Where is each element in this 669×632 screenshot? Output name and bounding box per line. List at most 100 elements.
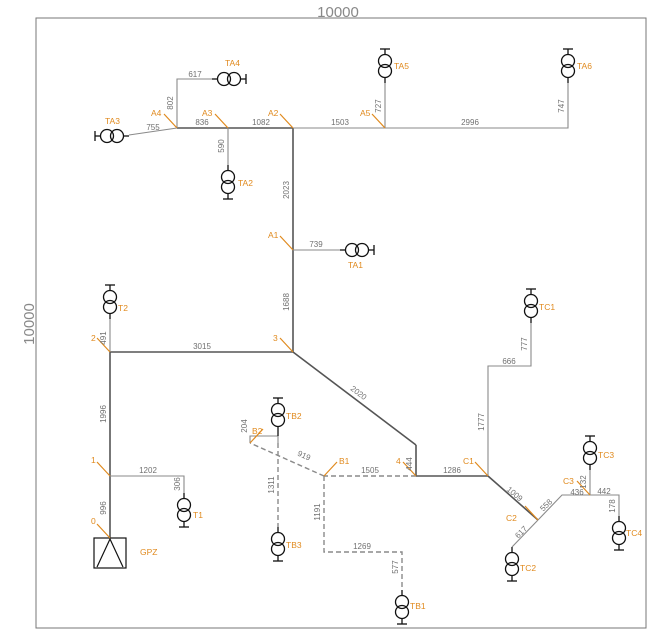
tick-B1 [323, 461, 338, 477]
transformer-TC1-icon [523, 288, 539, 323]
len-A4-TA4a: 802 [166, 96, 175, 110]
len-1-T1: 1202 [139, 466, 157, 475]
line-C2-C3 [537, 494, 590, 521]
line-B1-TB1 [323, 476, 403, 590]
line-A4-TA4 [176, 78, 212, 128]
len-3-A1: 1688 [282, 293, 291, 311]
tick-A2 [279, 113, 294, 129]
len-2-T2: 491 [99, 331, 108, 345]
len-B1-TB1c: 577 [391, 560, 400, 574]
node-label-C1: C1 [463, 456, 474, 466]
len-C2-C3: 558 [538, 497, 554, 513]
transformer-TC3-icon [582, 435, 598, 470]
len-B1-TB1b: 1269 [353, 542, 371, 551]
transformer-TB1-icon [394, 590, 410, 625]
frame-border [35, 17, 647, 629]
len-0-1: 996 [99, 501, 108, 515]
len-C1-C2: 1009 [505, 485, 525, 504]
tick-3 [279, 337, 294, 353]
node-label-A5: A5 [360, 108, 371, 118]
transformer-label-TA2: TA2 [238, 178, 253, 188]
len-C3-TC4b: 178 [608, 499, 617, 513]
tick-1 [96, 461, 111, 477]
node-label-A3: A3 [202, 108, 213, 118]
line-3-4 [292, 351, 417, 446]
transformer-TA5-icon [377, 48, 393, 83]
line-A5-TA6 [385, 83, 569, 129]
len-A5-TA6a: 2996 [461, 118, 479, 127]
len-1-2: 1996 [99, 405, 108, 423]
transformer-label-TB3: TB3 [286, 540, 302, 550]
len-B1-B2: 919 [296, 449, 312, 463]
transformer-TA2-icon [220, 165, 236, 200]
len-C3-C3b: 436 [570, 488, 584, 497]
transformer-label-T1: T1 [193, 510, 203, 520]
node-label-B2: B2 [252, 426, 263, 436]
len-1-T1b: 306 [173, 477, 182, 491]
line-1-T1 [110, 475, 185, 493]
tick-4 [402, 461, 417, 477]
len-4-C1: 1286 [443, 466, 461, 475]
node-label-A1: A1 [268, 230, 279, 240]
len-2-3: 3015 [193, 342, 211, 351]
len-3-4: 2020 [349, 384, 369, 402]
line-C2-TC2 [511, 519, 539, 548]
transformer-label-TC3: TC3 [598, 450, 614, 460]
len-C1-TC1a: 1777 [477, 413, 486, 431]
transformer-TA4-icon [212, 71, 247, 87]
tick-C3 [576, 480, 591, 496]
dashed-lines [249, 442, 416, 590]
tick-2 [96, 337, 111, 353]
len-A2-A5: 1503 [331, 118, 349, 127]
transformer-T1-icon [176, 493, 192, 528]
branch-lines [109, 78, 620, 548]
transformer-label-TC4: TC4 [626, 528, 642, 538]
len-4-B1: 1505 [361, 466, 379, 475]
tick-A5 [371, 113, 386, 129]
tick-C1 [474, 461, 489, 477]
tick-C2 [524, 505, 539, 521]
transformer-TA6-icon [560, 48, 576, 83]
tick-A4 [163, 113, 178, 129]
transformer-label-T2: T2 [118, 303, 128, 313]
len-B2-TB3: 1311 [267, 476, 276, 494]
len-A2-A3: 1082 [252, 118, 270, 127]
gpz-triangle-icon [96, 537, 124, 568]
gpz-source: GPZ [93, 537, 157, 569]
len-A4-TA3: 755 [146, 123, 160, 132]
line-B1-B2 [249, 442, 325, 477]
len-C2-TC2: 617 [513, 524, 529, 540]
transformer-label-TC1: TC1 [539, 302, 555, 312]
tick-A3 [214, 113, 229, 129]
len-B2-TB2: 204 [240, 419, 249, 433]
tick-B2 [249, 428, 264, 444]
transformer-label-TC2: TC2 [520, 563, 536, 573]
node-label-C2: C2 [506, 513, 517, 523]
transformer-TB2-icon [270, 397, 286, 436]
length-labels: 996 1996 1202 306 491 3015 1688 2023 739… [99, 70, 617, 574]
transformer-label-TA6: TA6 [577, 61, 592, 71]
transformers: T1 T2 TA2 TA5 TA6 TB1 TB2 TB3 [94, 48, 642, 625]
tick-0 [96, 523, 111, 539]
node-label-0: 0 [91, 516, 96, 526]
transformer-TA3-icon [94, 128, 129, 144]
gpz-label: GPZ [140, 547, 157, 557]
transformer-TC2-icon [504, 547, 520, 582]
line-C1-C2 [487, 475, 539, 521]
transformer-label-TA4: TA4 [225, 58, 240, 68]
len-A4-TA4b: 617 [188, 70, 202, 79]
node-label-A4: A4 [151, 108, 162, 118]
len-A1-TA1: 739 [309, 240, 323, 249]
transformer-TA1-icon [340, 242, 375, 258]
len-C1-TC1b: 666 [502, 357, 516, 366]
node-labels: 0 1 2 3 4 A1 A2 A3 A4 A5 B1 B2 C1 C2 C3 [91, 108, 574, 526]
len-B1-TB1a: 1191 [313, 503, 322, 521]
transformer-label-TB2: TB2 [286, 411, 302, 421]
node-label-B1: B1 [339, 456, 350, 466]
frame-width-label: 10000 [317, 4, 359, 21]
transformer-TC4-icon [611, 516, 627, 551]
frame-height-label: 10000 [21, 303, 38, 345]
line-A4-TA3 [128, 127, 178, 136]
len-A3-A4: 836 [195, 118, 209, 127]
